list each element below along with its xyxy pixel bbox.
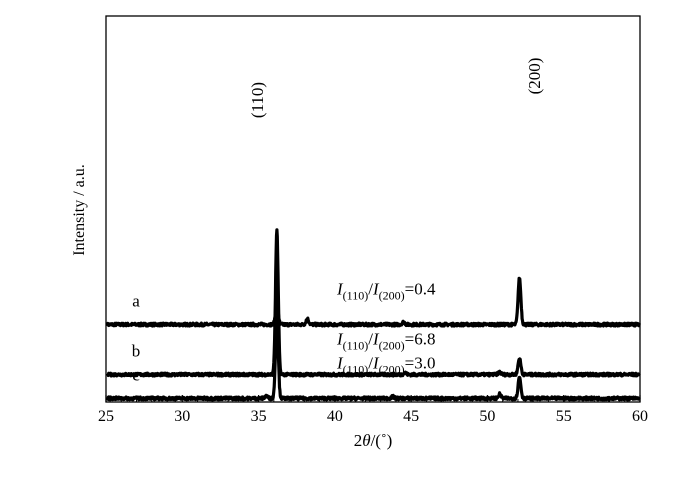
ratio-label-part: I xyxy=(336,353,344,372)
series-label-b: b xyxy=(132,342,141,361)
x-tick-label: 55 xyxy=(556,408,572,425)
ratio-label-part: / xyxy=(368,280,373,299)
x-axis-label-prefix: 2 xyxy=(354,431,363,450)
ratio-label-part: (200) xyxy=(379,362,405,376)
ratio-label-b: I(110)/I(200)=6.8 xyxy=(336,330,435,353)
series-label-c: c xyxy=(132,365,140,384)
trace-a xyxy=(105,276,641,328)
ratio-label-part: =0.4 xyxy=(405,280,436,299)
ratio-label-part: I xyxy=(372,330,380,349)
ratio-label-part: / xyxy=(368,353,373,372)
ratio-label-part: / xyxy=(368,330,373,349)
ratio-label-part: =3.0 xyxy=(405,353,436,372)
plot-frame xyxy=(105,15,641,403)
x-axis-label-theta: θ xyxy=(362,431,370,450)
x-tick-label: 50 xyxy=(479,408,495,425)
x-tick-label: 25 xyxy=(98,408,114,425)
ratio-label-part: (110) xyxy=(343,289,369,303)
ratio-label-part: I xyxy=(372,353,380,372)
ratio-label-part: (200) xyxy=(379,289,405,303)
y-axis-label: Intensity / a.u. xyxy=(71,164,88,256)
x-tick-label: 30 xyxy=(174,408,190,425)
ratio-label-a: I(110)/I(200)=0.4 xyxy=(336,280,436,303)
peak-label: (200) xyxy=(525,58,544,95)
ratio-label-part: (200) xyxy=(379,339,405,353)
ratio-label-part: =6.8 xyxy=(405,330,436,349)
series-label-a: a xyxy=(132,292,140,311)
ratio-label-part: I xyxy=(372,280,380,299)
peak-label: (110) xyxy=(248,82,267,118)
ratio-label-part: (110) xyxy=(343,362,369,376)
diffraction-traces xyxy=(105,228,641,402)
annotations: aI(110)/I(200)=0.4bI(110)/I(200)=6.8cI(1… xyxy=(132,58,544,385)
ratio-label-part: I xyxy=(336,280,344,299)
x-axis-label: 2θ/(˚) xyxy=(354,431,393,450)
ratio-label-part: (110) xyxy=(343,339,369,353)
ratio-label-part: I xyxy=(336,330,344,349)
trace-c xyxy=(105,315,641,402)
x-tick-label: 35 xyxy=(251,408,267,425)
x-tick-label: 40 xyxy=(327,408,343,425)
x-tick-label: 45 xyxy=(403,408,419,425)
x-tick-label: 60 xyxy=(632,408,648,425)
trace-b xyxy=(106,228,641,378)
ratio-label-c: I(110)/I(200)=3.0 xyxy=(336,353,435,376)
x-axis-label-unit: /(˚) xyxy=(371,431,393,450)
